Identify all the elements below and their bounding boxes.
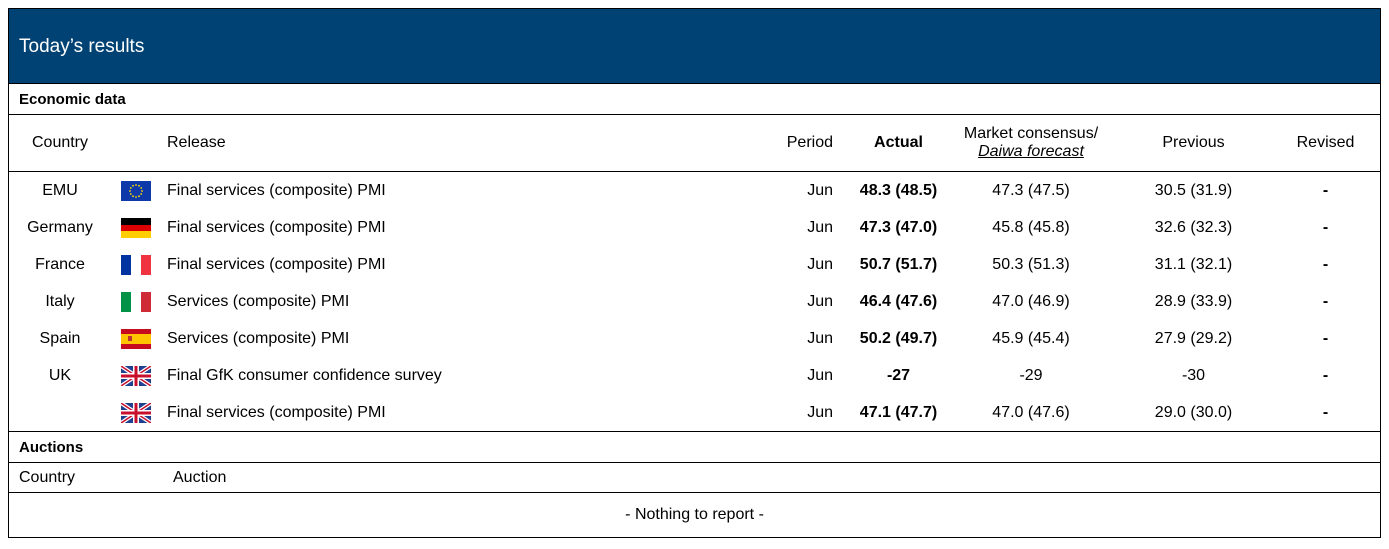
column-header-row: Country Release Period Actual Market con… xyxy=(9,114,1381,172)
period: Jun xyxy=(807,292,833,310)
column-header: Previous xyxy=(1116,114,1271,172)
flag xyxy=(121,291,151,312)
previous: 30.5 (31.9) xyxy=(1154,181,1233,199)
actual: 47.3 (47.0) xyxy=(859,218,938,236)
flag-cell xyxy=(111,172,161,210)
message-row: - Nothing to report - xyxy=(9,493,1380,538)
column-header: Market consensus/ xyxy=(963,125,1099,142)
consensus: -29 xyxy=(1019,366,1043,384)
data-row: France Final services (composite) PMI Jun 5… xyxy=(9,246,1380,283)
consensus: 45.9 (45.4) xyxy=(992,329,1070,347)
actual: -27 xyxy=(886,366,911,384)
actual: 50.2 (49.7) xyxy=(859,329,938,347)
column-header: Market consensus/Daiwa forecast xyxy=(946,114,1116,172)
country: UK xyxy=(48,366,72,384)
flag-cell xyxy=(111,209,161,246)
previous: 32.6 (32.3) xyxy=(1154,218,1233,236)
data-row: Germany Final services (composite) PMI Jun… xyxy=(9,209,1380,246)
flag-cell xyxy=(111,394,161,432)
revised: - xyxy=(1322,181,1329,199)
flag xyxy=(121,217,151,238)
column-header: Actual xyxy=(851,114,946,172)
previous: -30 xyxy=(1181,366,1206,384)
section-title: Auctions xyxy=(9,431,1381,463)
column-header: Period xyxy=(761,114,851,172)
consensus: 47.0 (47.6) xyxy=(946,394,1116,432)
data-row: Italy Services (composite) PMI Jun 46.4 (47… xyxy=(9,283,1380,320)
column-header: Country xyxy=(9,114,111,172)
flag xyxy=(121,254,151,275)
column-header: Release xyxy=(161,114,761,172)
actual: 47.1 (47.7) xyxy=(851,394,946,432)
results-panel: Today’s results Economic data Country Re… xyxy=(8,8,1381,538)
actual: 50.7 (51.7) xyxy=(859,255,938,273)
message: - Nothing to report - xyxy=(625,506,764,523)
revised: - xyxy=(1271,394,1381,432)
period: Jun xyxy=(761,394,851,432)
release: Services (composite) PMI xyxy=(167,329,350,347)
release: Final services (composite) PMI xyxy=(167,181,386,199)
table-body: Economic data Country Release Period Act… xyxy=(9,84,1381,538)
period: Jun xyxy=(807,181,833,199)
actual: 48.3 (48.5) xyxy=(859,181,938,199)
consensus: 47.3 (47.5) xyxy=(992,181,1070,199)
previous: 31.1 (32.1) xyxy=(1154,255,1233,273)
consensus: 45.8 (45.8) xyxy=(992,218,1070,236)
flag xyxy=(121,180,151,201)
consensus: 47.0 (46.9) xyxy=(992,292,1070,310)
release: Final services (composite) PMI xyxy=(167,255,386,273)
auction-header-row: Country Auction xyxy=(9,462,1381,493)
consensus: 50.3 (51.3) xyxy=(992,255,1070,273)
previous: 28.9 (33.9) xyxy=(1154,292,1233,310)
period: Jun xyxy=(807,366,833,384)
revised: - xyxy=(1322,366,1329,384)
release: Final GfK consumer confidence survey xyxy=(167,366,442,384)
data-row: EMU Final services (composite) PMI Jun 48.3… xyxy=(9,172,1380,210)
flag xyxy=(121,328,151,349)
release: Final services (composite) PMI xyxy=(161,394,761,432)
country: Spain xyxy=(39,329,81,347)
country: EMU xyxy=(42,181,78,199)
column-header: Daiwa forecast xyxy=(978,143,1084,160)
flag-cell xyxy=(111,283,161,320)
actual: 46.4 (47.6) xyxy=(859,292,938,310)
data-row: UK Final GfK consumer confidence survey Ju… xyxy=(9,357,1380,394)
previous: 27.9 (29.2) xyxy=(1154,329,1233,347)
flag xyxy=(121,402,151,423)
period: Jun xyxy=(807,255,833,273)
country: France xyxy=(35,255,85,273)
country: Italy xyxy=(45,292,75,310)
flag-cell xyxy=(111,246,161,283)
revised: - xyxy=(1322,255,1329,273)
section-row: Auctions xyxy=(9,431,1381,463)
previous: 29.0 (30.0) xyxy=(1116,394,1271,432)
header-title: Today’s results xyxy=(9,9,1380,84)
release: Services (composite) PMI xyxy=(167,292,350,310)
data-row: Final services (composite) PMI Jun 47.1 (4… xyxy=(9,394,1381,432)
data-row: Spain Services (composite) PMI Jun 50.2 (49… xyxy=(9,320,1380,357)
flag xyxy=(121,365,151,386)
period: Jun xyxy=(807,329,833,347)
revised: - xyxy=(1322,292,1329,310)
results-table: Economic data Country Release Period Act… xyxy=(9,84,1381,538)
release: Final services (composite) PMI xyxy=(167,218,386,236)
flag-cell xyxy=(111,320,161,357)
section-title: Economic data xyxy=(9,84,1381,115)
country xyxy=(9,394,111,432)
revised: - xyxy=(1322,329,1329,347)
column-header: Revised xyxy=(1271,114,1381,172)
revised: - xyxy=(1322,218,1329,236)
column-header: Country xyxy=(19,468,76,486)
country: Germany xyxy=(27,218,93,236)
flag-cell xyxy=(111,357,161,394)
column-header: Auction xyxy=(173,468,227,486)
auction-header: Country Auction xyxy=(9,462,1381,493)
section-row: Economic data xyxy=(9,84,1381,115)
period: Jun xyxy=(807,218,833,236)
